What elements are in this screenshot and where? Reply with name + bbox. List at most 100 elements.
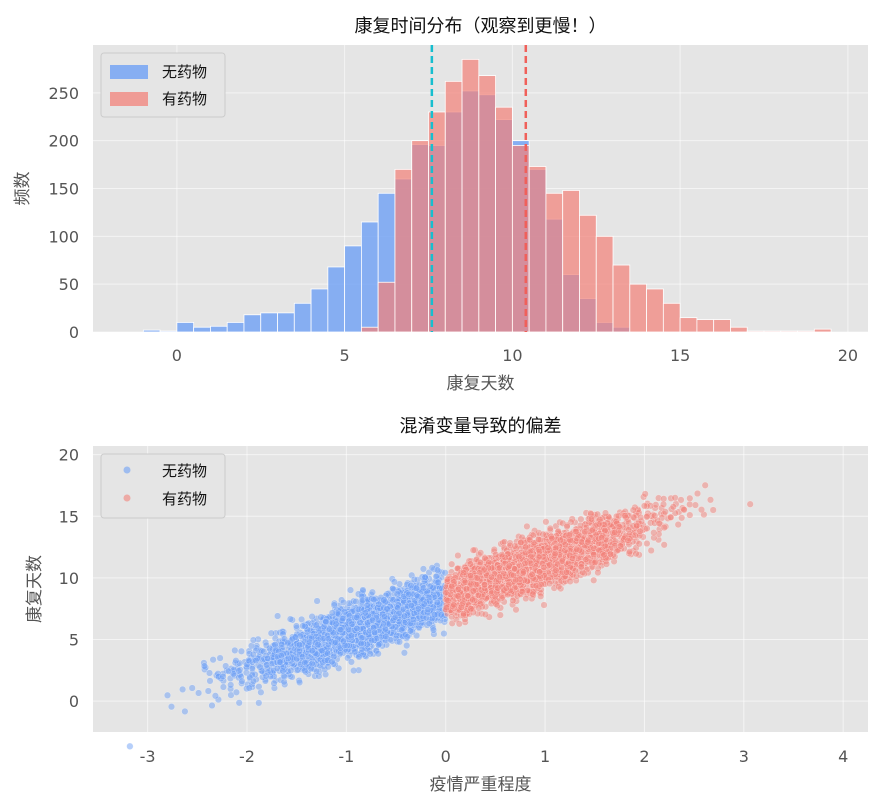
scatter-point-with-drug (669, 503, 677, 511)
scatter-point-no-drug (322, 618, 330, 626)
histogram-y-tick-label: 100 (48, 227, 79, 246)
histogram-y-tick-label: 50 (59, 275, 79, 294)
scatter-point-with-drug (526, 536, 534, 544)
scatter-point-no-drug (312, 621, 320, 629)
histogram-bar-no-drug (293, 302, 312, 333)
scatter-point-no-drug (271, 641, 279, 649)
histogram-bar-with-drug (528, 166, 547, 333)
histogram-x-tick-label: 10 (502, 346, 522, 365)
scatter-point-with-drug (660, 500, 668, 508)
scatter-point-no-drug (126, 742, 134, 750)
scatter-point-no-drug (389, 596, 397, 604)
scatter-point-no-drug (401, 612, 409, 620)
scatter-point-no-drug (237, 647, 245, 655)
scatter-point-with-drug (691, 501, 699, 509)
scatter-point-with-drug (512, 606, 520, 614)
histogram-bar-with-drug (360, 326, 379, 333)
legend-label-with-drug: 有药物 (162, 90, 207, 108)
scatter-point-with-drug (464, 592, 472, 600)
scatter-point-no-drug (278, 640, 286, 648)
scatter-point-with-drug (651, 512, 659, 520)
scatter-point-no-drug (419, 565, 427, 573)
scatter-point-no-drug (263, 661, 271, 669)
scatter-point-no-drug (389, 585, 397, 593)
scatter-point-no-drug (227, 681, 235, 689)
scatter-point-no-drug (308, 647, 316, 655)
scatter-point-no-drug (291, 633, 299, 641)
legend-swatch-no-drug (110, 65, 148, 79)
scatter-point-no-drug (359, 586, 367, 594)
histogram-bars (142, 58, 832, 333)
scatter-point-with-drug (539, 530, 547, 538)
scatter-point-no-drug (339, 615, 347, 623)
histogram-bar-with-drug (746, 330, 765, 333)
scatter-point-no-drug (363, 601, 371, 609)
scatter-point-no-drug (382, 633, 390, 641)
scatter-point-no-drug (355, 653, 363, 661)
scatter-point-no-drug (340, 598, 348, 606)
scatter-point-no-drug (431, 611, 439, 619)
scatter-point-no-drug (398, 626, 406, 634)
scatter-point-no-drug (353, 613, 361, 621)
histogram-x-ticks: 0 5 10 15 20 (172, 346, 858, 365)
scatter-point-no-drug (414, 605, 422, 613)
histogram-x-tick-label: 5 (340, 346, 350, 365)
scatter-point-with-drug (542, 518, 550, 526)
scatter-point-with-drug (660, 541, 668, 549)
histogram-bar-no-drug (142, 329, 161, 333)
scatter-point-no-drug (433, 566, 441, 574)
legend-swatch-with-drug (110, 92, 148, 106)
scatter-point-no-drug (249, 650, 257, 658)
histogram-x-tick-label: 0 (172, 346, 182, 365)
scatter-point-no-drug (380, 596, 388, 604)
scatter-point-no-drug (324, 663, 332, 671)
scatter-point-no-drug (324, 635, 332, 643)
histogram-bar-with-drug (411, 140, 429, 333)
histogram-bar-no-drug (243, 314, 262, 333)
scatter-point-with-drug (454, 592, 462, 600)
scatter-point-with-drug (746, 500, 754, 508)
scatter-point-with-drug (448, 560, 456, 568)
scatter-point-with-drug (626, 548, 634, 556)
histogram-bar-with-drug (444, 80, 463, 333)
scatter-point-no-drug (224, 667, 232, 675)
scatter-point-with-drug (488, 573, 496, 581)
histogram-bar-no-drug (310, 288, 329, 333)
scatter-point-with-drug (571, 567, 579, 575)
scatter-point-with-drug (450, 601, 458, 609)
scatter-point-with-drug (641, 490, 649, 498)
histogram-bar-with-drug (478, 75, 496, 333)
histogram-bar-with-drug (780, 330, 798, 333)
scatter-point-no-drug (257, 688, 265, 696)
scatter-point-no-drug (350, 667, 358, 675)
scatter-point-with-drug (460, 569, 468, 577)
scatter-point-with-drug (694, 490, 702, 498)
scatter-point-no-drug (368, 636, 376, 644)
scatter-point-with-drug (566, 577, 574, 585)
scatter-point-no-drug (330, 601, 338, 609)
scatter-point-no-drug (308, 613, 316, 621)
scatter-point-with-drug (629, 506, 637, 514)
histogram-bar-with-drug (696, 319, 715, 333)
scatter-point-no-drug (235, 699, 243, 707)
histogram-bar-with-drug (495, 106, 513, 333)
histogram-x-axis-label: 康复天数 (447, 374, 515, 394)
scatter-point-with-drug (650, 529, 658, 537)
histogram-bar-no-drug (360, 221, 379, 333)
scatter-point-with-drug (587, 515, 595, 523)
scatter-point-no-drug (348, 620, 356, 628)
histogram-x-tick-label: 15 (670, 346, 690, 365)
scatter-point-with-drug (591, 558, 599, 566)
scatter-point-no-drug (208, 702, 216, 710)
scatter-point-no-drug (370, 596, 378, 604)
scatter-point-no-drug (341, 641, 349, 649)
histogram-bar-with-drug (595, 235, 614, 333)
scatter-point-with-drug (511, 542, 519, 550)
scatter-point-no-drug (347, 632, 355, 640)
histogram-bar-with-drug (545, 192, 564, 333)
scatter-point-no-drug (267, 629, 275, 637)
histogram-y-tick-label: 150 (48, 180, 79, 199)
scatter-point-no-drug (393, 590, 401, 598)
